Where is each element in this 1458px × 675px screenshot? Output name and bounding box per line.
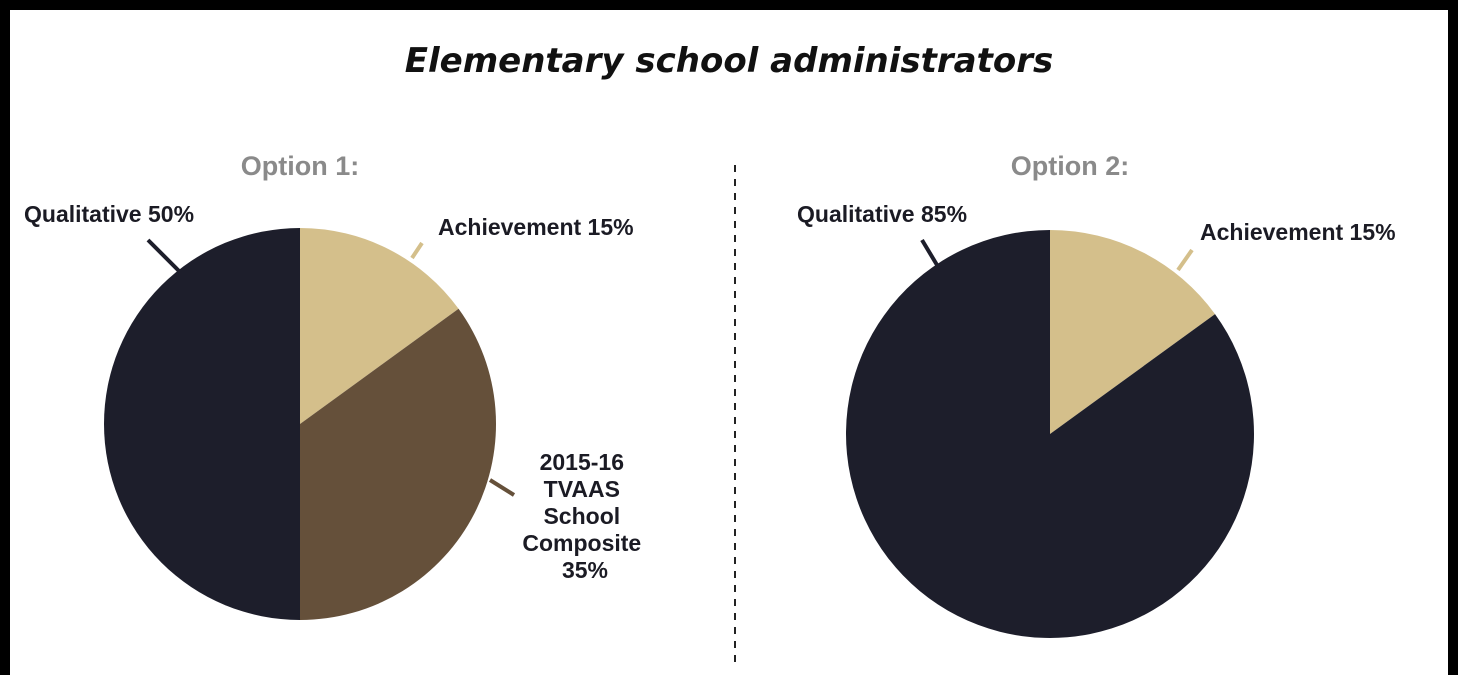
label-qualitative-2: Qualitative 85% xyxy=(797,201,967,227)
slice-qualitative-1 xyxy=(104,228,300,620)
pie-option-1: Option 1: Qualitative 50% Achievement 15… xyxy=(24,151,647,620)
option-2-title: Option 2: xyxy=(1011,151,1129,181)
label-achievement-2: Achievement 15% xyxy=(1200,219,1396,245)
slice-achievement-1 xyxy=(300,228,459,424)
leader-qualitative-2 xyxy=(920,238,939,267)
label-qualitative-1: Qualitative 50% xyxy=(24,201,194,227)
leader-qualitative-1 xyxy=(146,238,182,274)
option-1-title: Option 1: xyxy=(241,151,359,181)
label-tvaas-1: 2015-16 TVAAS School Composite 35% xyxy=(522,449,647,583)
figure-title: Elementary school administrators xyxy=(405,41,1053,81)
leader-achievement-2 xyxy=(1176,248,1194,272)
slice-achievement-2 xyxy=(1050,230,1216,434)
leader-achievement-1 xyxy=(410,241,424,260)
pie-option-2: Option 2: Qualitative 85% Achievement 15… xyxy=(797,151,1396,639)
leader-tvaas-1 xyxy=(488,478,516,497)
slice-tvaas-1 xyxy=(300,308,497,620)
slice-qualitative-2 xyxy=(846,230,1255,639)
label-achievement-1: Achievement 15% xyxy=(438,214,634,240)
